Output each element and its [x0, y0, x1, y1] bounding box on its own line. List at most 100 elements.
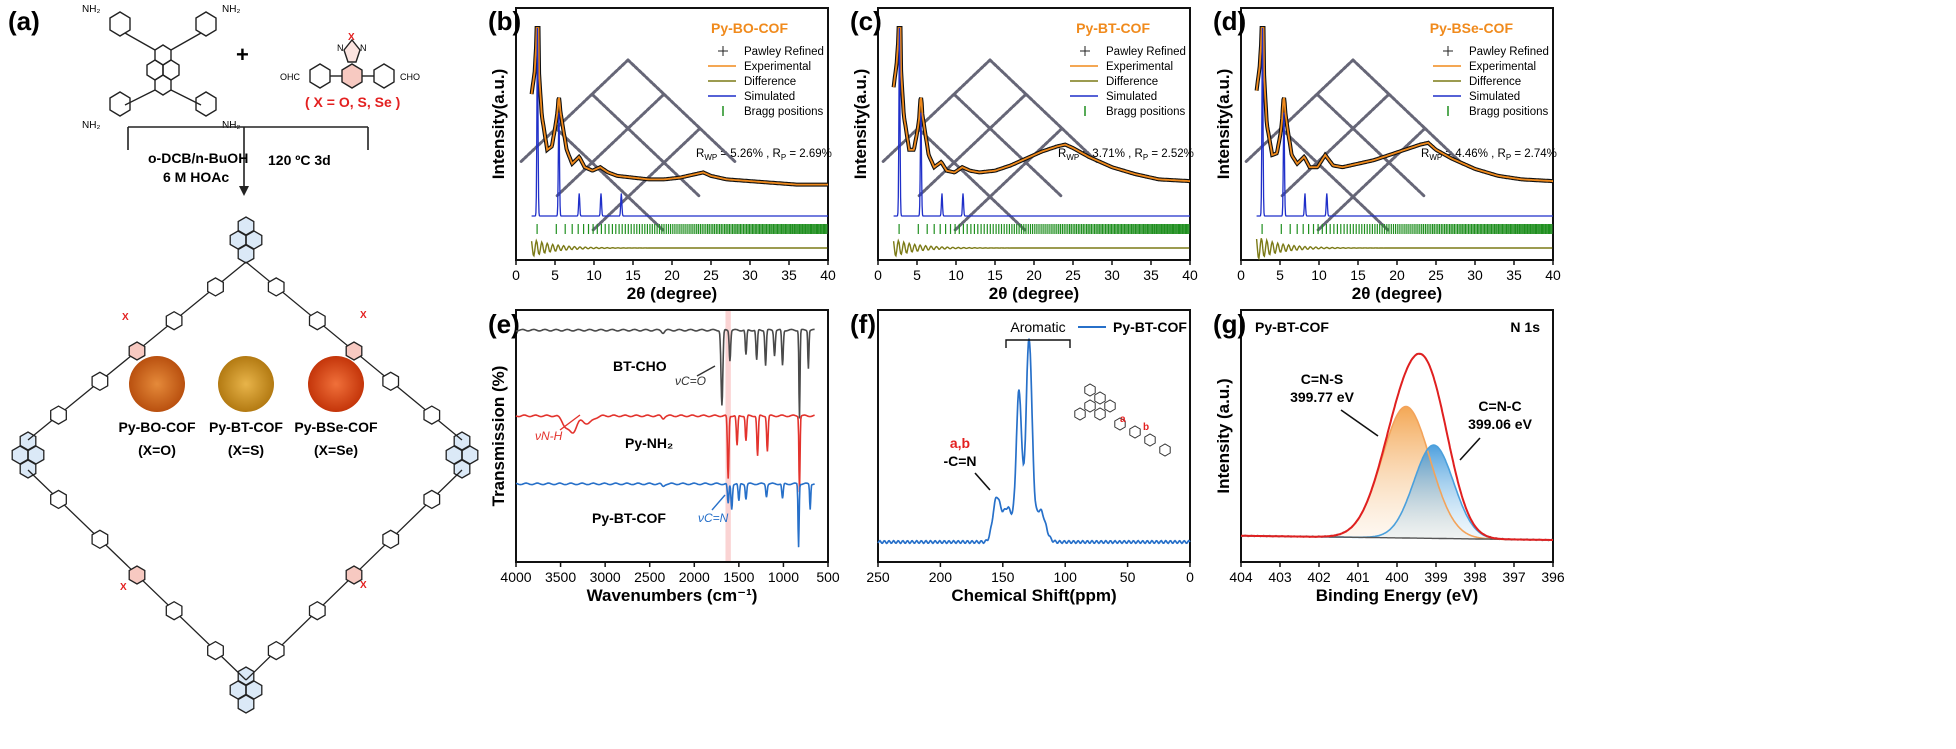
linker-ring [91, 371, 109, 392]
label-sample: Py-BT-COF [1255, 319, 1329, 335]
x-tick-label: 401 [1346, 569, 1370, 585]
linker-ring [423, 405, 441, 425]
framework-bond [590, 58, 666, 96]
structure-ring [1114, 417, 1126, 431]
framework-bond [988, 161, 1064, 199]
reaction-arrow-head [239, 186, 249, 196]
x-tick-label: 20 [664, 267, 680, 283]
envelope-trace [1241, 352, 1553, 541]
difference-trace [1255, 237, 1553, 261]
framework-bond [1351, 161, 1427, 199]
sample-x-bt: (X=S) [228, 442, 264, 458]
legend-entry: Bragg positions [1106, 106, 1186, 118]
x-tick-label: 1000 [768, 569, 799, 585]
framework-bond [590, 126, 666, 165]
label-peak2: C=N-C [1478, 398, 1521, 414]
linker-ring [50, 489, 67, 510]
panel-b-xrd: (b) 0 5 10 15 20 25 30 35 40 2θ (degree) Intensity(… [488, 6, 836, 303]
experimental-trace [530, 27, 828, 186]
difference-trace [892, 238, 1190, 258]
legend-entry: Experimental [744, 61, 811, 73]
sample-photo-bt [218, 356, 274, 412]
mark-a: a [1120, 414, 1126, 425]
sample-x-bse: (X=Se) [314, 442, 358, 458]
legend-entry: Simulated [1106, 91, 1157, 103]
sample-name-bt: Py-BT-COF [209, 419, 283, 435]
experimental-trace [892, 27, 1190, 182]
x-tick-label: 10 [1311, 267, 1327, 283]
label-aromatic: Aromatic [1010, 319, 1065, 335]
x-definition: ( X = O, S, Se ) [305, 94, 400, 110]
panel-e-tag: (e) [488, 309, 520, 339]
legend-entry: Pawley Refined [744, 46, 824, 58]
legend-entry: Pawley Refined [1106, 46, 1186, 58]
amine-label-tr: NH₂ [222, 4, 240, 15]
legend-entry: Bragg positions [1469, 106, 1549, 118]
label-ab: a,b [950, 435, 970, 451]
mark-b: b [1143, 422, 1149, 433]
linker-ring [207, 640, 224, 661]
panel-title: Py-BSe-COF [1430, 20, 1514, 36]
reaction-arrow [127, 126, 369, 188]
x-tick-label: 399 [1424, 569, 1448, 585]
framework-bond [916, 92, 992, 130]
label-v-nh: νN-H [535, 429, 563, 443]
highlight-band [725, 311, 731, 561]
x-tick-label: 398 [1463, 569, 1487, 585]
panel-c-tag: (c) [850, 6, 882, 36]
atom-label-x: X [122, 312, 129, 323]
x-tick-label: 404 [1229, 569, 1253, 585]
panel-title: Py-BO-COF [711, 20, 788, 36]
panel-f-nmr: (f) 250 200 150 100 50 0 Chemical Shift(ppm) Py-… [850, 309, 1194, 605]
framework-bond [952, 58, 1028, 96]
framework-bond [554, 92, 630, 130]
y-axis-label: Intensity(a.u.) [489, 69, 508, 180]
x-tick-label: 10 [586, 267, 602, 283]
label-bt-cho: BT-CHO [613, 358, 667, 374]
condition-acid: 6 M HOAc [163, 169, 229, 185]
x-tick-label: 250 [866, 569, 890, 585]
x-tick-label: 30 [742, 267, 758, 283]
x-tick-label: 35 [1143, 267, 1159, 283]
cho-label-left: OHC [280, 72, 301, 82]
x-tick-label: 15 [987, 267, 1003, 283]
x-tick-label: 397 [1502, 569, 1526, 585]
difference-trace [530, 238, 828, 258]
structure-ring [1129, 425, 1141, 439]
structure-ring [1084, 383, 1096, 397]
experimental-trace [1255, 27, 1553, 182]
framework-bond [1315, 195, 1391, 233]
structure-ring [1159, 443, 1171, 457]
amine-label-br: NH₂ [222, 120, 240, 131]
pyrene-core-0-ring [237, 244, 255, 264]
x-axis-label: 2θ (degree) [989, 284, 1079, 303]
x-tick-label: 35 [1506, 267, 1522, 283]
panel-e-ftir: (e) 4000 3500 3000 2500 2000 1500 1000 500 Wavenu… [488, 309, 840, 605]
linker-ring [345, 565, 363, 585]
linker-ring [267, 277, 285, 297]
panel-g-tag: (g) [1213, 309, 1246, 339]
condition-solvent: o-DCB/n-BuOH [148, 150, 248, 166]
linker-ring [382, 529, 400, 550]
x-tick-label: 500 [816, 569, 840, 585]
x-tick-label: 25 [1065, 267, 1081, 283]
framework-bond [988, 92, 1064, 130]
x-tick-label: 0 [1186, 569, 1194, 585]
x-tick-label: 3500 [545, 569, 576, 585]
amine-label-tl: NH₂ [82, 4, 100, 15]
label-peak2-ev: 399.06 eV [1468, 416, 1532, 432]
x-tick-label: 4000 [500, 569, 531, 585]
arrow-v-co [696, 365, 716, 377]
linker-ring [267, 640, 285, 661]
aromatic-bracket [1005, 339, 1071, 348]
panel-c-xrd: (c) 0 5 10 15 20 25 30 35 40 2θ (degree) Intensity(… [850, 6, 1198, 303]
x-tick-label: 2500 [634, 569, 665, 585]
framework-bond [1315, 58, 1391, 96]
arrow-cn [974, 472, 991, 491]
x-tick-label: 25 [703, 267, 719, 283]
x-tick-label: 50 [1120, 569, 1136, 585]
x-tick-label: 20 [1026, 267, 1042, 283]
y-axis-label: Transmission (%) [489, 366, 508, 507]
x-tick-label: 100 [1054, 569, 1078, 585]
